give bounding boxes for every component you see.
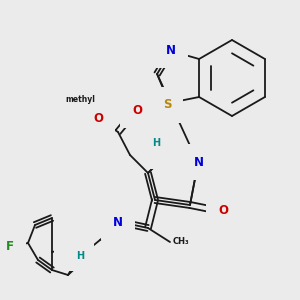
Text: H: H xyxy=(76,251,84,261)
Text: O: O xyxy=(218,203,228,217)
Text: N: N xyxy=(166,44,176,56)
Text: S: S xyxy=(163,98,171,112)
Text: O: O xyxy=(132,103,142,116)
Text: N: N xyxy=(161,145,171,158)
Text: O: O xyxy=(93,112,103,124)
Text: CH₃: CH₃ xyxy=(173,238,190,247)
Text: methyl: methyl xyxy=(65,95,95,104)
Text: F: F xyxy=(6,239,14,253)
Text: N: N xyxy=(194,155,204,169)
Text: H: H xyxy=(152,138,160,148)
Text: N: N xyxy=(66,241,76,254)
Text: N: N xyxy=(113,215,123,229)
